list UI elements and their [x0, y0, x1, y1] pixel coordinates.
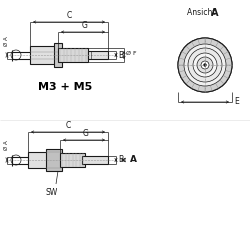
Text: M3 + M5: M3 + M5	[38, 82, 92, 92]
Circle shape	[201, 61, 209, 69]
Text: Ø A: Ø A	[4, 36, 8, 46]
Circle shape	[197, 57, 213, 73]
Text: G: G	[83, 129, 89, 138]
Bar	[30, 46, 58, 64]
Bar	[88, 51, 108, 59]
Text: Ansicht: Ansicht	[187, 8, 218, 17]
Bar	[60, 153, 85, 167]
Bar	[46, 149, 62, 171]
Text: B: B	[118, 50, 123, 59]
Text: B: B	[118, 156, 123, 164]
Circle shape	[204, 64, 206, 66]
Circle shape	[193, 53, 217, 77]
Text: G: G	[82, 21, 88, 30]
Bar	[82, 156, 108, 164]
Text: C: C	[66, 11, 72, 20]
Text: SW: SW	[46, 188, 58, 197]
Circle shape	[188, 48, 222, 82]
Bar	[28, 152, 50, 168]
Bar	[58, 48, 88, 62]
Text: A: A	[130, 154, 137, 164]
Text: C: C	[66, 121, 71, 130]
Text: Ø A: Ø A	[4, 141, 8, 150]
Text: Ø F: Ø F	[126, 50, 136, 56]
Text: E: E	[234, 96, 239, 106]
Circle shape	[184, 44, 226, 86]
Text: A: A	[211, 8, 218, 18]
Bar	[54, 43, 62, 67]
Circle shape	[178, 38, 232, 92]
